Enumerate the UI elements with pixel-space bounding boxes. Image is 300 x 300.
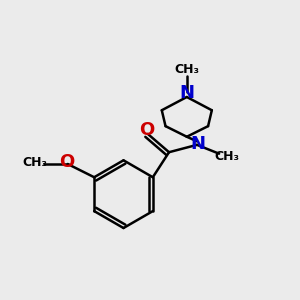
Text: CH₃: CH₃ xyxy=(174,63,199,76)
Text: O: O xyxy=(139,122,154,140)
Text: N: N xyxy=(179,85,194,103)
Text: N: N xyxy=(191,135,206,153)
Text: O: O xyxy=(59,153,75,171)
Text: CH₃: CH₃ xyxy=(22,156,47,169)
Text: CH₃: CH₃ xyxy=(215,149,240,163)
